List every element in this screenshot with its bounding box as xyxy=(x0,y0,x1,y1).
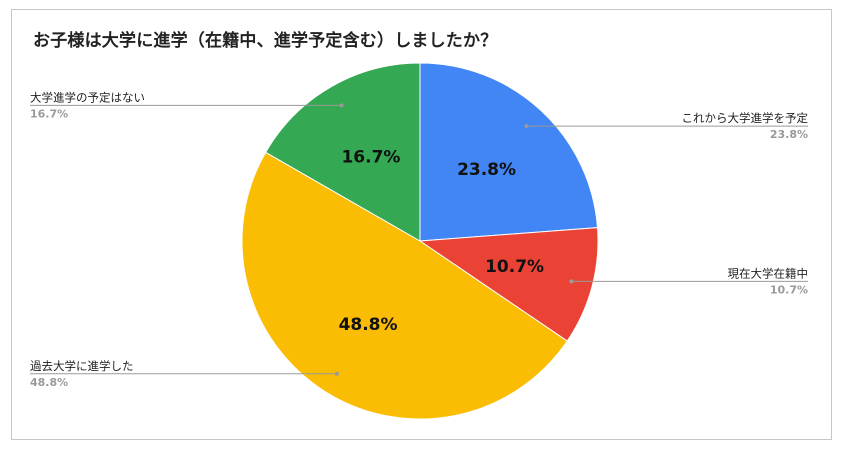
callout-dot-2 xyxy=(569,279,574,284)
pie-slice-3 xyxy=(241,151,568,420)
callout-category-label-4: 大学進学の予定はない xyxy=(30,90,145,104)
slice-value-label-2: 10.7% xyxy=(485,257,544,277)
callout-category-label-3: 過去大学に進学した xyxy=(30,359,134,373)
callout-value-label-2: 10.7% xyxy=(770,283,808,296)
pie-slice-2 xyxy=(418,227,599,342)
callout-category-label-1: これから大学進学を予定 xyxy=(682,111,809,125)
pie-slice-4 xyxy=(264,62,421,242)
slice-value-label-4: 16.7% xyxy=(341,147,400,167)
slice-value-label-3: 48.8% xyxy=(339,315,398,335)
callout-value-label-3: 48.8% xyxy=(30,376,68,389)
callout-dot-1 xyxy=(524,124,529,129)
callout-category-label-2: 現在大学在籍中 xyxy=(728,266,809,280)
slice-value-label-1: 23.8% xyxy=(457,160,516,180)
chart-title: お子様は大学に進学（在籍中、進学予定含む）しましたか？ xyxy=(33,31,498,51)
callout-value-label-1: 23.8% xyxy=(770,128,808,141)
callout-dot-3 xyxy=(334,371,339,376)
pie-slice-1 xyxy=(419,62,599,242)
callout-value-label-4: 16.7% xyxy=(30,107,68,120)
callout-dot-4 xyxy=(339,103,344,108)
